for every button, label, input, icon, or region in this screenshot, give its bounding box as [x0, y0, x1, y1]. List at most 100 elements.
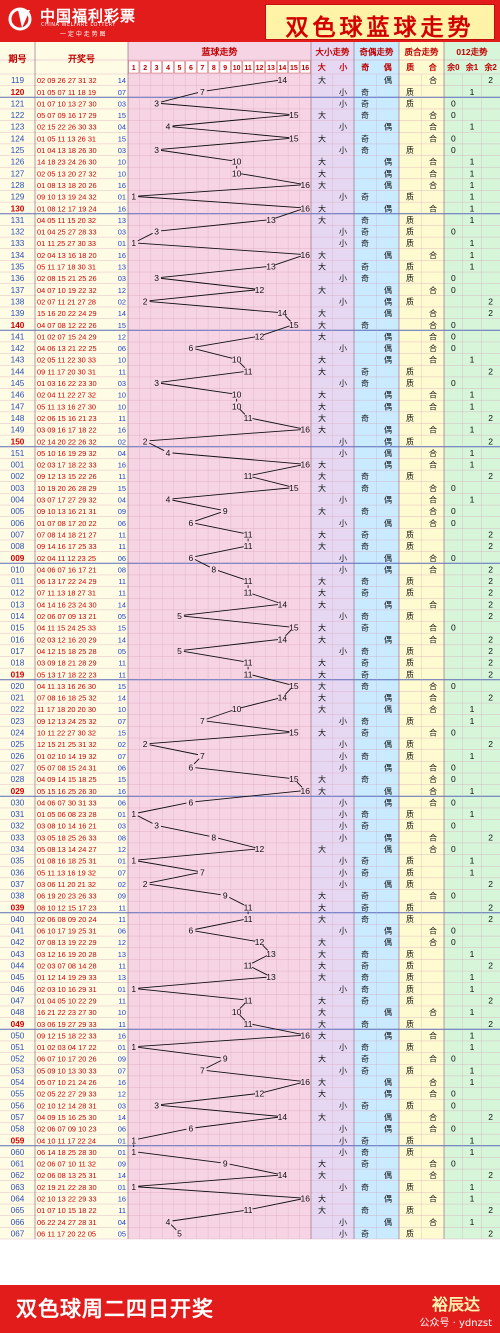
parity-mark: 偶 — [384, 797, 392, 807]
mod3-mark: 1 — [470, 972, 475, 982]
parity-mark: 奇 — [361, 506, 369, 516]
red-balls: 04 07 08 12 22 26 — [37, 321, 97, 330]
issue-zone-bg — [0, 42, 128, 1239]
parity-mark: 偶 — [384, 355, 392, 365]
issue-number: 022 — [11, 705, 25, 714]
mod3-sub-0: 余0 — [446, 62, 460, 72]
prime-mark: 质 — [406, 646, 414, 656]
red-balls: 05 11 17 18 30 31 — [37, 263, 96, 272]
blue-ball-number: 02 — [118, 437, 126, 446]
red-balls: 01 05 11 13 26 31 — [37, 134, 96, 143]
trend-line — [161, 1104, 278, 1117]
issue-number: 067 — [11, 1229, 25, 1238]
prime-mark: 质 — [406, 588, 414, 598]
size-mark: 小 — [339, 297, 347, 306]
red-balls: 02 03 17 18 22 33 — [37, 461, 97, 470]
red-balls: 03 08 10 14 16 21 — [37, 822, 97, 831]
size-mark: 大 — [318, 366, 326, 376]
size-mark: 大 — [318, 75, 326, 85]
issue-number: 053 — [11, 1066, 25, 1075]
parity-mark: 偶 — [384, 1194, 392, 1204]
blue-ball-number: 04 — [118, 449, 126, 458]
blue-trend-point: 8 — [211, 564, 216, 574]
mod3-mark: 2 — [488, 564, 493, 574]
prime-mark: 合 — [429, 320, 437, 330]
trend-line — [285, 630, 292, 637]
issue-number: 032 — [11, 822, 25, 831]
red-balls: 03 09 16 17 18 22 — [37, 426, 97, 435]
issue-number: 049 — [11, 1020, 25, 1029]
issue-number: 121 — [11, 99, 25, 108]
blank-tail — [0, 1239, 500, 1285]
parity-mark: 奇 — [361, 110, 369, 120]
issue-number: 063 — [11, 1183, 25, 1192]
issue-number: 054 — [11, 1078, 25, 1087]
blue-ball-number: 06 — [118, 554, 126, 563]
parity-mark: 奇 — [361, 541, 369, 551]
parity-mark: 奇 — [361, 984, 369, 994]
parity-mark: 偶 — [384, 634, 392, 644]
blue-ball-number: 15 — [118, 682, 126, 691]
red-balls: 06 13 17 22 24 29 — [37, 577, 97, 586]
issue-number: 026 — [11, 752, 25, 761]
blue-col-box — [219, 60, 231, 74]
parity-mark: 偶 — [384, 1124, 392, 1134]
mod3-mark: 0 — [451, 343, 456, 353]
red-balls: 01 11 25 27 30 33 — [37, 239, 96, 248]
size-mark: 小 — [339, 927, 347, 936]
blue-trend-point: 2 — [143, 296, 148, 306]
blue-trend-point: 10 — [232, 401, 242, 411]
trend-line — [252, 674, 290, 685]
blue-trend-point: 1 — [131, 192, 136, 202]
blue-ball-number: 16 — [118, 251, 126, 260]
mod3-mark: 2 — [488, 1019, 493, 1029]
trend-line — [193, 758, 200, 765]
red-balls: 04 07 10 19 22 32 — [37, 286, 97, 295]
prime-mark: 合 — [429, 634, 437, 644]
issue-number: 047 — [11, 996, 25, 1005]
blue-trend-point: 9 — [223, 1159, 228, 1169]
mod3-mark: 2 — [488, 611, 493, 621]
mod3-mark: 2 — [488, 669, 493, 679]
size-mark: 大 — [318, 180, 326, 190]
parity-mark: 偶 — [384, 401, 392, 411]
blue-ball-number: 05 — [118, 647, 126, 656]
parity-trend-header: 奇偶走势 — [359, 47, 394, 57]
parity-mark: 奇 — [361, 576, 369, 586]
issue-number: 135 — [11, 263, 25, 272]
blue-ball-number: 01 — [118, 239, 126, 248]
size-mark: 小 — [339, 798, 347, 807]
issue-number: 020 — [11, 682, 25, 691]
parity-mark: 奇 — [361, 1054, 369, 1064]
red-balls: 10 11 22 27 30 32 — [37, 729, 96, 738]
red-balls: 14 18 23 24 26 30 — [37, 158, 97, 167]
issue-number: 138 — [11, 297, 25, 306]
prime-mark: 质 — [406, 1019, 414, 1029]
prime-mark: 质 — [406, 821, 414, 831]
issue-number: 123 — [11, 123, 25, 132]
blue-trend-point: 12 — [255, 285, 265, 295]
prime-mark: 质 — [406, 1065, 414, 1075]
blue-trend-point: 13 — [266, 262, 276, 272]
red-balls: 04 09 15 16 25 30 — [37, 1113, 97, 1122]
mod3-mark: 0 — [451, 1159, 456, 1169]
blue-trend-point: 6 — [189, 1124, 194, 1134]
blue-trend-point: 14 — [278, 1112, 288, 1122]
size-mark: 大 — [318, 693, 326, 703]
parity-mark: 奇 — [361, 192, 369, 202]
trend-line — [195, 546, 244, 558]
blue-trend-point: 11 — [244, 961, 253, 971]
blue-ball-number: 03 — [118, 228, 126, 237]
mod3-mark: 1 — [470, 867, 475, 877]
blue-trend-point: 6 — [189, 762, 194, 772]
mod3-mark: 0 — [451, 553, 456, 563]
size-mark: 小 — [339, 565, 347, 574]
size-mark: 大 — [318, 949, 326, 959]
mod3-mark: 1 — [470, 401, 475, 411]
mod3-mark: 2 — [488, 1228, 493, 1238]
prime-mark: 质 — [406, 215, 414, 225]
wechat-account: 公众号 · ydnzst — [419, 1318, 492, 1329]
prime-mark: 合 — [429, 1159, 437, 1169]
mod3-mark: 2 — [488, 693, 493, 703]
mod3-mark: 2 — [488, 961, 493, 971]
